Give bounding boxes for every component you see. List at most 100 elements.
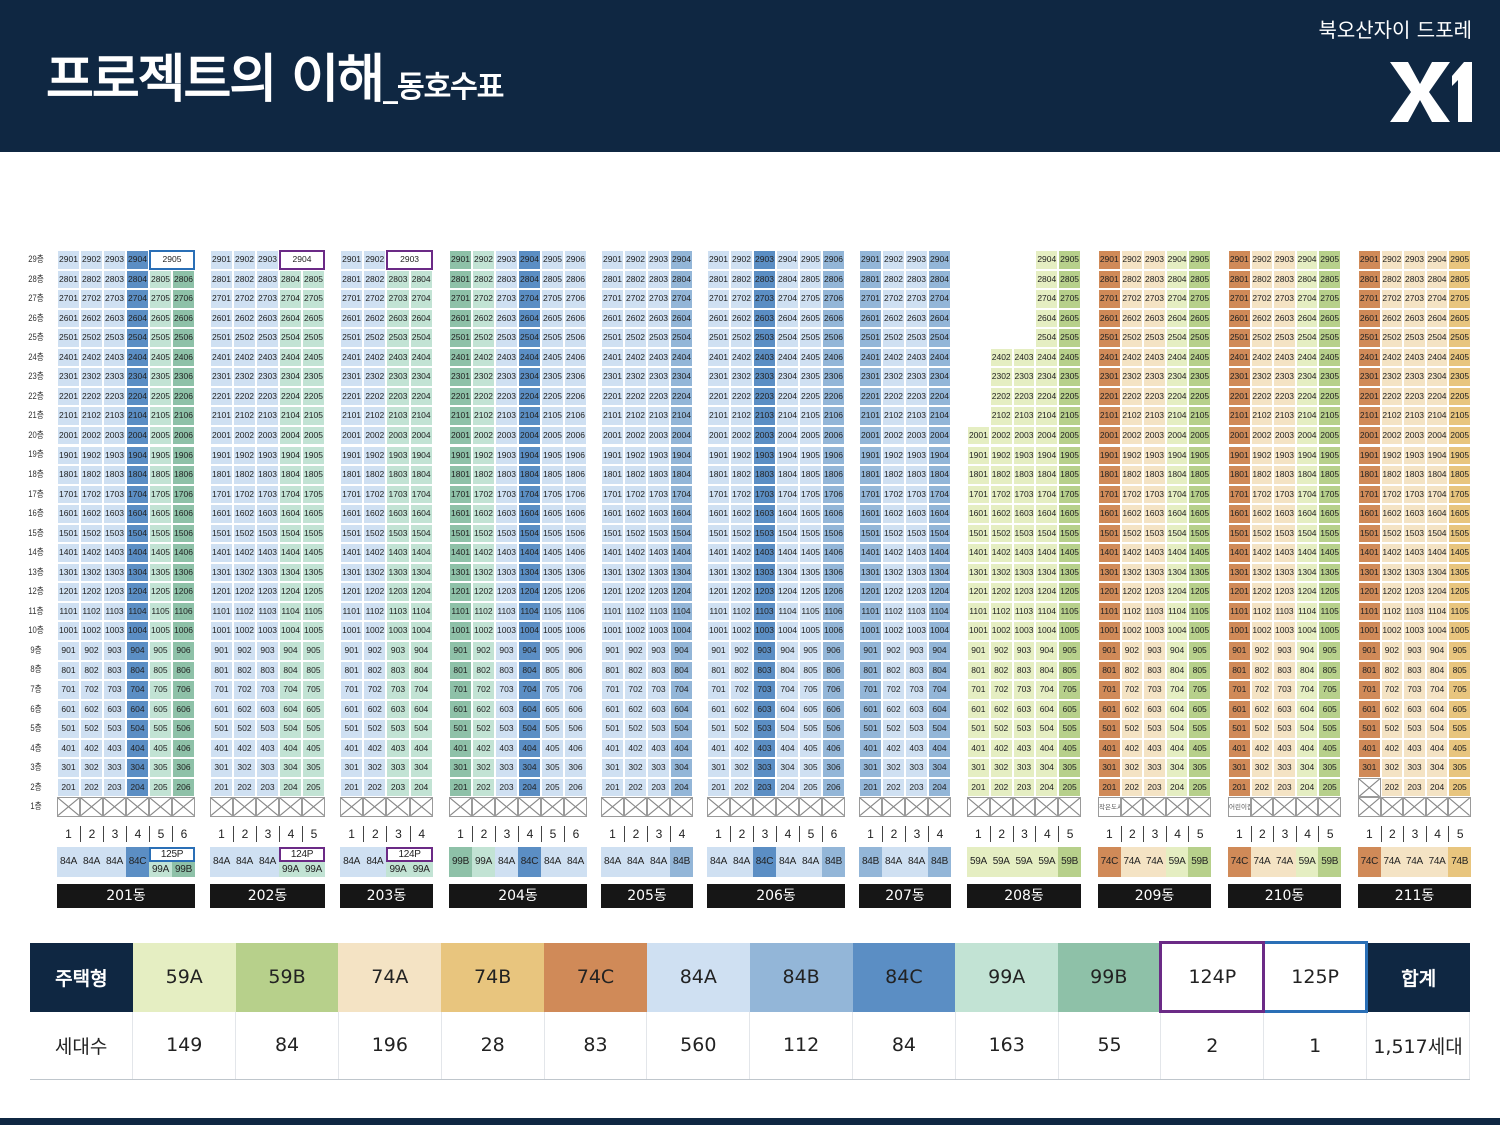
- unit-cell: 1401: [1228, 543, 1251, 563]
- ground-empty-cell: [730, 797, 753, 817]
- ground-empty-cell: [541, 797, 564, 817]
- unit-cell: 2605: [1448, 308, 1471, 329]
- unit-cell: 2804: [1165, 269, 1189, 290]
- unit-cell: 1702: [730, 484, 753, 505]
- unit-cell: 1103: [495, 601, 518, 622]
- unit-cell: 1004: [126, 621, 149, 641]
- unit-cell: 1004: [518, 621, 541, 641]
- unit-chart: 29층 28층 27층 26층 25층 24층 23층 22층 21층 20층 19층 18층 17층 1…: [0, 250, 1500, 910]
- unit-cell: 2002: [1120, 425, 1144, 446]
- unit-cell: 1805: [1318, 465, 1341, 485]
- unit-cell: 401: [57, 738, 80, 759]
- unit-cell: 2704: [776, 289, 799, 309]
- unit-cell: 1501: [1358, 523, 1381, 544]
- unit-cell: 1803: [1403, 465, 1426, 485]
- unit-cell: 2204: [126, 386, 149, 407]
- unit-cell: 803: [386, 660, 410, 681]
- unit-type: 99A: [472, 847, 495, 877]
- unit-cell: 2201: [57, 386, 80, 407]
- unit-cell: 1102: [363, 601, 387, 622]
- unit-cell: 1903: [1403, 445, 1426, 466]
- summary-header-row: 주택형 59A 59B 74A 74B 74C 84A 84B 84C 99A 99B 124P 12…: [30, 941, 1470, 1013]
- unit-cell: 201: [1228, 777, 1251, 798]
- unit-type: 84A: [905, 847, 928, 877]
- unit-cell: 1504: [1425, 523, 1449, 544]
- unit-cell: 901: [210, 641, 233, 661]
- unit-cell: 2403: [753, 347, 776, 368]
- line-number: 5: [1058, 826, 1081, 842]
- unit-cell: 2605: [149, 308, 172, 329]
- unit-cell: 2903: [495, 250, 518, 270]
- unit-cell: 1901: [859, 445, 882, 466]
- unit-cell: 1102: [1120, 601, 1144, 622]
- unit-cell: 404: [126, 738, 149, 759]
- unit-cell: 2804: [1425, 269, 1449, 290]
- unit-cell: 2202: [1380, 386, 1404, 407]
- unit-type: 74C: [1358, 847, 1381, 877]
- unit-cell: 701: [859, 680, 882, 700]
- unit-cell: 802: [233, 660, 256, 681]
- unit-cell: 2004: [518, 425, 541, 446]
- unit-cell: 2503: [905, 328, 928, 348]
- unit-cell: 1404: [776, 543, 799, 563]
- unit-cell: 503: [256, 719, 279, 739]
- unit-cell: 2601: [57, 308, 80, 329]
- unit-cell: 1705: [1058, 484, 1081, 505]
- unit-cell: 1605: [1448, 504, 1471, 524]
- unit-cell: 1805: [799, 465, 822, 485]
- unit-cell: 802: [1250, 660, 1274, 681]
- summary-type: 74C: [544, 942, 647, 1012]
- unit-cell: 1102: [1380, 601, 1404, 622]
- unit-cell: 1305: [1058, 562, 1081, 583]
- unit-cell: 2301: [57, 367, 80, 387]
- unit-cell: 1701: [967, 484, 990, 505]
- unit-cell: 2002: [1380, 425, 1404, 446]
- unit-cell: 504: [409, 719, 433, 739]
- unit-cell: 1604: [126, 504, 149, 524]
- unit-cell: 902: [233, 641, 256, 661]
- unit-cell: 1604: [279, 504, 302, 524]
- unit-cell: 2102: [1250, 406, 1274, 426]
- unit-cell: 205: [799, 777, 822, 798]
- unit-cell: 1504: [126, 523, 149, 544]
- unit-cell: 1604: [1035, 504, 1059, 524]
- unit-cell: 1601: [1098, 504, 1121, 524]
- unit-cell: 203: [905, 777, 928, 798]
- unit-cell: 2403: [905, 347, 928, 368]
- unit-cell: 504: [126, 719, 149, 739]
- unit-cell: 2705: [1448, 289, 1471, 309]
- unit-cell: 304: [1425, 758, 1449, 778]
- unit-cell: 2903: [103, 250, 126, 270]
- unit-cell: 703: [905, 680, 928, 700]
- unit-cell: 2105: [1188, 406, 1211, 426]
- unit-cell: 1403: [905, 543, 928, 563]
- unit-cell: 505: [1188, 719, 1211, 739]
- unit-cell: 1403: [1143, 543, 1166, 563]
- unit-cell: 1204: [518, 582, 541, 602]
- unit-cell: 2501: [1358, 328, 1381, 348]
- unit-cell: 703: [1143, 680, 1166, 700]
- unit-cell: 2504: [1035, 328, 1059, 348]
- unit-cell: 2201: [1358, 386, 1381, 407]
- unit-cell: 402: [1250, 738, 1274, 759]
- unit-cell: 2501: [601, 328, 624, 348]
- unit-cell: 2401: [340, 347, 364, 368]
- unit-cell: 2401: [707, 347, 730, 368]
- unit-cell: 502: [80, 719, 103, 739]
- unit-cell: 1104: [518, 601, 541, 622]
- unit-cell: 2003: [386, 425, 410, 446]
- unit-cell: 1001: [449, 621, 472, 641]
- line-number: 5: [541, 826, 564, 842]
- unit-cell: 1303: [495, 562, 518, 583]
- summary-count: 83: [544, 1011, 648, 1080]
- unit-cell: 303: [1012, 758, 1036, 778]
- line-number: 5: [302, 826, 325, 842]
- ground-empty-cell: [1165, 797, 1189, 817]
- unit-cell: 1103: [386, 601, 410, 622]
- unit-cell: 705: [302, 680, 325, 700]
- ground-empty-cell: [1058, 797, 1081, 817]
- line-number: 1: [457, 827, 464, 841]
- unit-cell: 1901: [967, 445, 990, 466]
- unit-cell: 2003: [647, 425, 670, 446]
- floor-label: 27층: [28, 293, 44, 304]
